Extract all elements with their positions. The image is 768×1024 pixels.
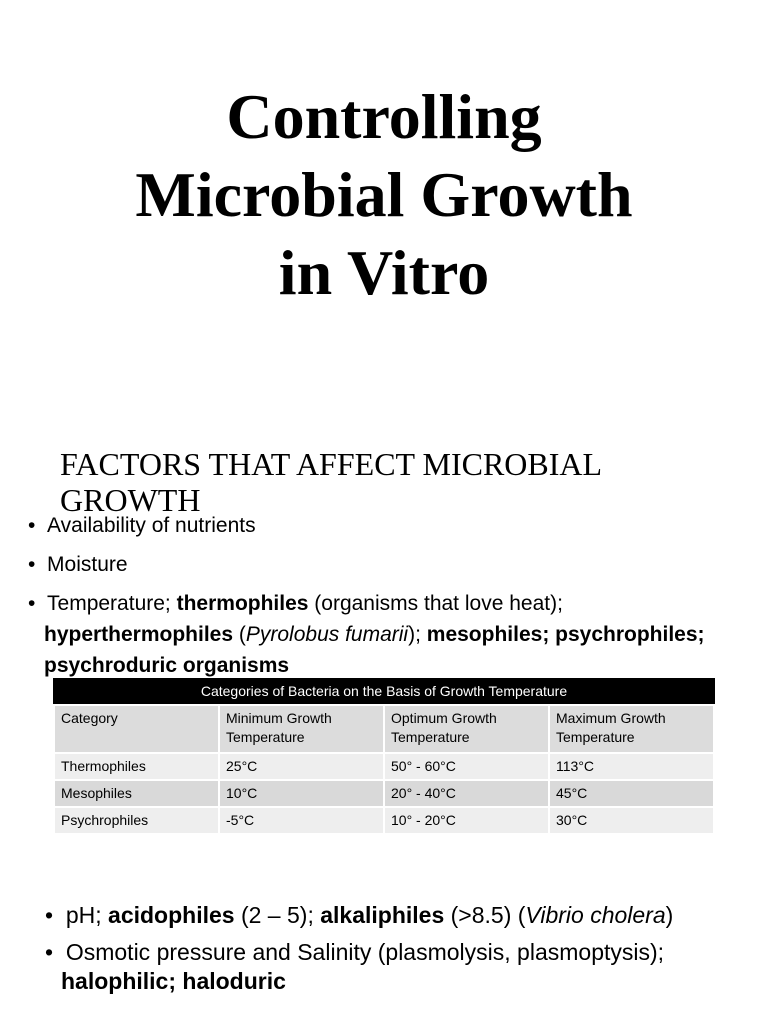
header-cell: Minimum Growth Temperature xyxy=(218,704,385,754)
table-header-row: Category Minimum Growth Temperature Optimu… xyxy=(53,704,715,754)
species: Vibrio cholera xyxy=(525,902,666,928)
subheading: FACTORS THAT AFFECT MICROBIAL GROWTH xyxy=(60,446,601,518)
bullet-text: pH; xyxy=(65,902,109,928)
bullet-text: Temperature; xyxy=(47,592,177,615)
bullet-text: Osmotic pressure and Salinity (plasmolys… xyxy=(65,939,665,965)
bullet-term: thermophiles xyxy=(176,592,309,615)
table-cell: Thermophiles xyxy=(53,752,220,781)
table: Categories of Bacteria on the Basis of G… xyxy=(53,678,715,835)
table-row: Psychrophiles -5°C 10° - 20°C 30°C xyxy=(53,806,715,835)
title-line: in Vitro xyxy=(278,237,490,308)
table-row: Mesophiles 10°C 20° - 40°C 45°C xyxy=(53,779,715,808)
bullet: Osmotic pressure and Salinity (plasmolys… xyxy=(45,938,725,996)
bullet-term: acidophiles xyxy=(108,902,235,928)
header-cell: Maximum Growth Temperature xyxy=(548,704,715,754)
header-cell: Optimum Growth Temperature xyxy=(383,704,550,754)
table-row: Thermophiles 25°C 50° - 60°C 113°C xyxy=(53,752,715,781)
bullet-text: ) xyxy=(665,902,674,928)
bullet-text: Moisture xyxy=(47,553,128,576)
species: Pyrolobus fumarii xyxy=(245,623,409,646)
table-caption: Categories of Bacteria on the Basis of G… xyxy=(53,678,715,704)
bullet-term: alkaliphiles xyxy=(320,902,445,928)
title: Controlling Microbial Growth in Vitro xyxy=(0,78,768,312)
title-line: Microbial Growth xyxy=(135,159,633,230)
bullet-text: (>8.5) ( xyxy=(444,902,526,928)
bullet-text: Availability of nutrients xyxy=(47,514,256,537)
table-cell: Mesophiles xyxy=(53,779,220,808)
bullet-term: halophilic; haloduric xyxy=(61,968,286,994)
bullet-list: pH; acidophiles (2 – 5); alkaliphiles (>… xyxy=(45,901,725,1004)
bullet: Temperature; thermophiles (organisms tha… xyxy=(28,588,728,681)
bullet-text: ); xyxy=(408,623,427,646)
bullet-term: hyperthermophiles xyxy=(44,623,234,646)
table-body: Category Minimum Growth Temperature Optimu… xyxy=(53,704,715,835)
table-cell: 30°C xyxy=(548,806,715,835)
table-cell: 113°C xyxy=(548,752,715,781)
header-cell: Category xyxy=(53,704,220,754)
bullet-text: (2 – 5); xyxy=(234,902,321,928)
table-cell: -5°C xyxy=(218,806,385,835)
table-cell: Psychrophiles xyxy=(53,806,220,835)
table-cell: 20° - 40°C xyxy=(383,779,550,808)
title-line: Controlling xyxy=(226,81,542,152)
bullet: Availability of nutrients xyxy=(28,510,728,541)
bullet: Moisture xyxy=(28,549,728,580)
bullet-text: (organisms that love heat); xyxy=(308,592,563,615)
table-cell: 45°C xyxy=(548,779,715,808)
table-cell: 50° - 60°C xyxy=(383,752,550,781)
table-cell: 25°C xyxy=(218,752,385,781)
bullet-list: Availability of nutrients Moisture Tempe… xyxy=(28,510,728,689)
bullet: pH; acidophiles (2 – 5); alkaliphiles (>… xyxy=(45,901,725,930)
table-cell: 10°C xyxy=(218,779,385,808)
table-cell: 10° - 20°C xyxy=(383,806,550,835)
bullet-text: ( xyxy=(233,623,246,646)
bullet-term: mesophiles; psychrophiles; psychroduric … xyxy=(44,623,705,677)
